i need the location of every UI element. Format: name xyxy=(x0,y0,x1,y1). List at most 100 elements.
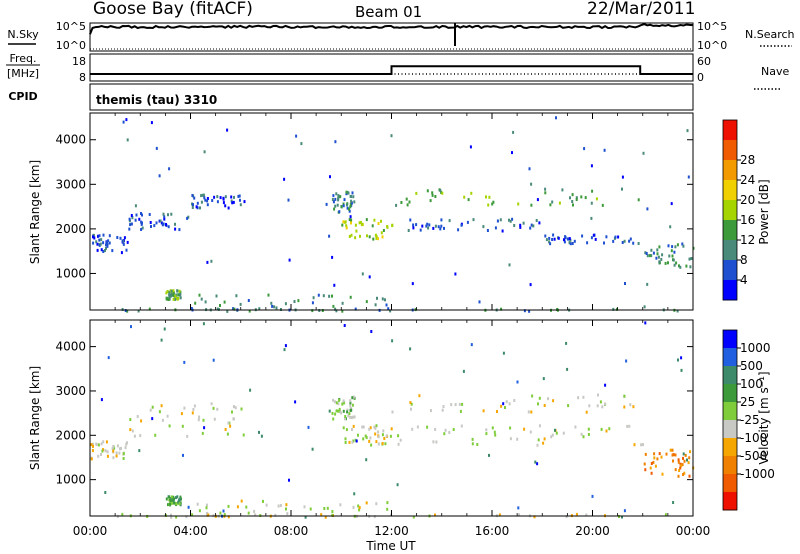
range-cell xyxy=(126,309,129,313)
range-cell xyxy=(232,307,235,311)
range-cell xyxy=(311,447,314,451)
range-cell xyxy=(288,258,291,262)
range-cell xyxy=(348,209,351,213)
range-cell xyxy=(285,503,288,507)
range-cell xyxy=(342,220,345,224)
range-cell xyxy=(158,410,161,414)
range-cell xyxy=(482,225,485,229)
range-cell xyxy=(320,513,323,517)
range-cell xyxy=(335,401,338,405)
range-cell xyxy=(486,229,489,232)
range-cell xyxy=(349,202,352,206)
colorbar-swatch xyxy=(723,160,737,181)
x-tick-label: 00:00 xyxy=(676,524,711,538)
range-cell xyxy=(337,198,340,202)
range-cell xyxy=(384,298,386,302)
range-cell xyxy=(240,499,243,503)
range-cell xyxy=(174,297,177,301)
range-cell xyxy=(227,421,230,425)
range-cell xyxy=(391,410,394,414)
range-cell xyxy=(624,282,626,285)
range-cell xyxy=(574,425,577,429)
range-cell xyxy=(150,225,152,228)
range-cell xyxy=(460,424,463,428)
range-cell xyxy=(365,501,368,505)
range-cell xyxy=(112,445,115,448)
range-cell xyxy=(682,456,684,460)
range-cell xyxy=(375,236,378,240)
range-cell xyxy=(621,241,624,244)
range-cell xyxy=(391,339,394,343)
range-cell xyxy=(232,200,235,204)
range-cell xyxy=(149,221,152,224)
range-cell xyxy=(341,223,344,227)
range-cell xyxy=(653,452,656,456)
range-cell xyxy=(344,441,347,444)
range-cell xyxy=(575,198,578,201)
range-cell xyxy=(565,515,568,519)
range-cell xyxy=(337,194,340,198)
range-cell xyxy=(215,294,218,298)
frequency-strip-frame xyxy=(89,53,694,82)
range-cell xyxy=(334,307,337,311)
colorbar-tick-label: -25 xyxy=(740,413,760,427)
range-cell xyxy=(186,434,189,438)
range-cell xyxy=(297,299,300,303)
range-cell xyxy=(119,236,122,240)
range-cell xyxy=(245,505,248,509)
range-cell xyxy=(204,300,207,304)
range-cell xyxy=(471,442,474,446)
range-cell xyxy=(542,441,545,445)
range-cell xyxy=(236,505,239,509)
range-cell xyxy=(243,200,246,204)
range-cell xyxy=(623,239,626,243)
range-cell xyxy=(554,428,556,432)
colorbar-frame xyxy=(722,119,738,301)
range-cell xyxy=(558,201,561,205)
beam-title: Beam 01 xyxy=(355,3,422,21)
x-tick-label: 12:00 xyxy=(374,524,409,538)
range-cell xyxy=(377,435,380,439)
range-cell xyxy=(527,410,530,414)
range-cell xyxy=(584,196,587,200)
range-cell xyxy=(216,195,219,199)
cpid-strip-frame xyxy=(89,83,694,111)
range-cell xyxy=(262,499,264,503)
range-cell xyxy=(249,388,252,392)
range-cell xyxy=(128,217,131,221)
range-cell xyxy=(355,439,358,443)
colorbar-swatch xyxy=(723,120,737,141)
range-cell xyxy=(440,218,443,222)
range-cell xyxy=(513,224,516,227)
colorbar-swatch xyxy=(723,402,737,421)
range-cell xyxy=(176,296,178,300)
range-cell xyxy=(513,399,516,402)
range-cell xyxy=(165,223,167,226)
range-cell xyxy=(587,427,590,431)
range-cell xyxy=(478,300,481,304)
range-cell xyxy=(141,226,144,230)
range-cell xyxy=(233,307,236,311)
range-cell xyxy=(689,265,692,269)
range-cell xyxy=(300,142,303,146)
range-cell xyxy=(555,431,558,435)
range-cell xyxy=(125,248,128,252)
range-cell xyxy=(187,215,190,219)
range-cell xyxy=(421,224,424,228)
range-cell xyxy=(133,434,136,438)
colorbar-tick-label: 28 xyxy=(740,153,755,167)
range-cell xyxy=(90,457,93,461)
power-panel: 1000 2000 3000 4000 Slant Range [km] 4 8 12 16… xyxy=(28,112,771,313)
range-cell xyxy=(459,409,462,413)
range-cell xyxy=(260,434,263,438)
x-tick-label: 20:00 xyxy=(575,524,610,538)
range-cell xyxy=(381,433,384,437)
range-cell xyxy=(564,236,567,240)
range-cell xyxy=(334,412,337,416)
y-tick-label: 3000 xyxy=(55,384,86,398)
range-cell xyxy=(569,238,572,242)
range-cell xyxy=(676,309,679,313)
noise-right-tick-bottom: 10^0 xyxy=(697,39,727,52)
range-cell xyxy=(583,147,586,151)
range-cell xyxy=(343,324,346,327)
